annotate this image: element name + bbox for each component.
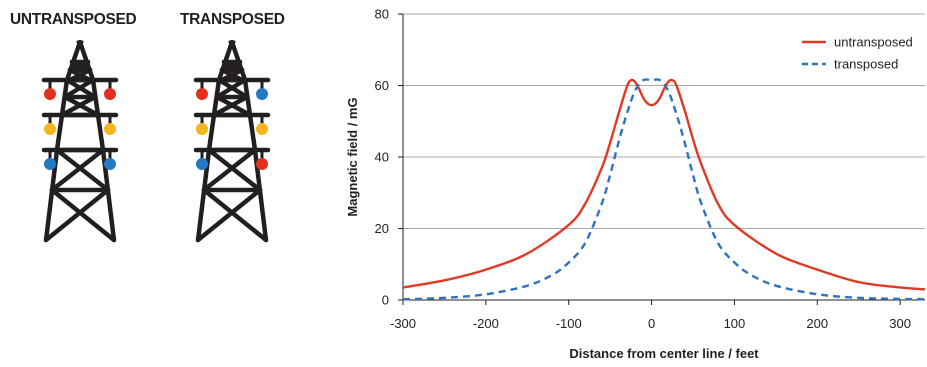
conductor-left-3-blue — [44, 158, 56, 170]
x-tick-label--200: -200 — [473, 316, 499, 331]
conductor-left-2-yellow — [196, 123, 208, 135]
x-tick-label--300: -300 — [390, 316, 416, 331]
x-tick-label--100: -100 — [556, 316, 582, 331]
x-tick-label-0: 0 — [648, 316, 655, 331]
legend: untransposed transposed — [802, 35, 913, 72]
conductor-right-3-blue — [104, 158, 116, 170]
conductor-left-2-yellow — [44, 123, 56, 135]
transposed-tower-icon — [193, 40, 271, 243]
x-tick-label-300: 300 — [889, 316, 911, 331]
y-tick-label-40: 40 — [375, 150, 389, 165]
x-axis-title: Distance from center line / feet — [569, 346, 759, 361]
conductor-left-1-red — [196, 88, 208, 100]
y-tick-label-80: 80 — [375, 7, 389, 22]
series-line-untransposed — [402, 78, 926, 291]
conductor-right-2-yellow — [256, 123, 268, 135]
axes: 0 20 40 60 80 -300 -200 -100 0 100 200 300 — [375, 7, 925, 331]
untransposed-tower-icon — [41, 40, 119, 243]
y-tick-label-0: 0 — [382, 293, 389, 308]
conductor-left-3-blue — [196, 158, 208, 170]
conductor-left-1-red — [44, 88, 56, 100]
legend-label-untransposed: untransposed — [834, 35, 913, 50]
y-tick-label-20: 20 — [375, 221, 389, 236]
legend-label-transposed: transposed — [834, 57, 898, 72]
conductor-right-2-yellow — [104, 123, 116, 135]
conductor-right-1-red — [104, 88, 116, 100]
y-axis-title: Magnetic field / mG — [345, 97, 360, 216]
transposed-title: TRANSPOSED — [180, 11, 285, 28]
x-tick-label-200: 200 — [806, 316, 828, 331]
untransposed-title: UNTRANSPOSED — [10, 11, 137, 28]
conductor-right-3-red — [256, 158, 268, 170]
conductor-right-1-blue — [256, 88, 268, 100]
series-lines — [402, 78, 926, 301]
y-tick-label-60: 60 — [375, 78, 389, 93]
x-tick-label-100: 100 — [724, 316, 746, 331]
series-line-transposed — [402, 78, 926, 301]
